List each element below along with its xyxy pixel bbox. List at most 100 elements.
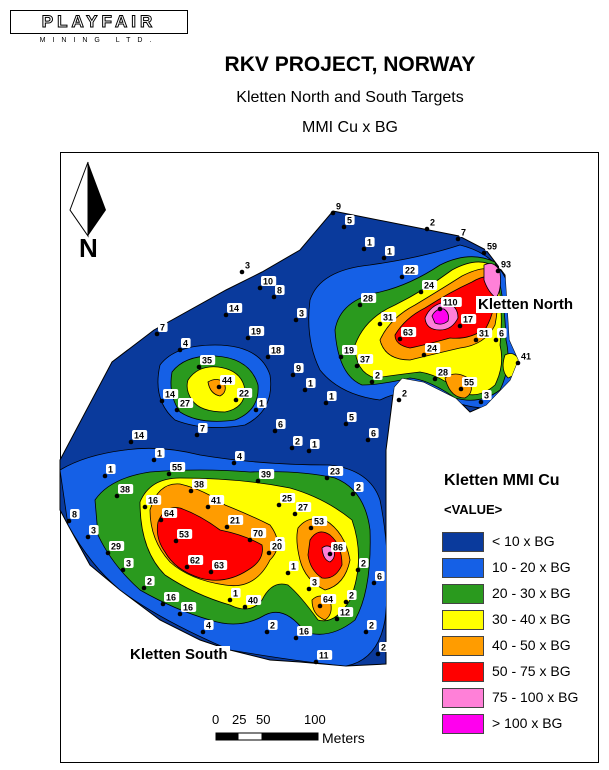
sample-value-label: 110 xyxy=(443,298,458,308)
sample-point: 18 xyxy=(265,345,285,360)
sample-dot xyxy=(85,534,91,540)
sample-dot xyxy=(313,659,319,665)
sample-label-bg xyxy=(170,462,186,472)
sample-point: 16 xyxy=(142,495,162,510)
sample-dot xyxy=(418,289,424,295)
sample-label-bg xyxy=(497,328,507,338)
sample-point: 2 xyxy=(424,217,438,232)
sample-dot xyxy=(247,537,253,543)
sample-label-bg xyxy=(163,389,179,399)
sample-label-bg xyxy=(400,388,410,398)
sample-value-label: 55 xyxy=(464,378,474,388)
sample-dot xyxy=(481,250,487,256)
sample-label-bg xyxy=(145,576,155,586)
sample-dot xyxy=(371,580,377,586)
sample-point: 2 xyxy=(264,620,278,635)
sample-label-bg xyxy=(354,482,364,492)
sample-point: 2 xyxy=(363,620,377,635)
sample-label-bg xyxy=(310,577,320,587)
sample-value-label: 20 xyxy=(272,542,282,552)
sample-dot xyxy=(354,363,360,369)
sample-point: 27 xyxy=(292,502,312,517)
sample-label-bg xyxy=(106,464,116,474)
sample-value-label: 63 xyxy=(403,328,413,338)
sample-point: 7 xyxy=(194,423,208,438)
sample-label-bg xyxy=(155,448,165,458)
sample-value-label: 2 xyxy=(356,483,361,493)
sample-label-bg xyxy=(181,338,191,348)
sample-dot xyxy=(264,629,270,635)
sample-point: 8 xyxy=(271,285,285,300)
sample-dot xyxy=(177,611,183,617)
sample-point: 2 xyxy=(369,370,383,385)
logo-name: PLAYFAIR xyxy=(41,12,157,32)
sample-dot xyxy=(458,386,464,392)
sample-point: 14 xyxy=(159,389,179,404)
scale-bar xyxy=(215,732,319,741)
sample-point: 6 xyxy=(272,419,286,434)
sample-label-bg xyxy=(441,297,462,307)
sample-label-bg xyxy=(243,260,253,270)
sample-value-label: 1 xyxy=(259,399,264,409)
sample-dot xyxy=(231,460,237,466)
sample-label-bg xyxy=(385,246,395,256)
sample-dot xyxy=(66,518,72,524)
sample-value-label: 28 xyxy=(438,368,448,378)
sample-point: 41 xyxy=(205,495,225,510)
sample-point: 53 xyxy=(308,516,328,531)
sample-value-label: 14 xyxy=(134,431,144,441)
sample-dot xyxy=(257,285,263,291)
sample-dot xyxy=(245,335,251,341)
sample-point: 21 xyxy=(224,515,244,530)
sample-point: 7 xyxy=(455,227,469,242)
sample-label-bg xyxy=(422,280,438,290)
sample-dot xyxy=(306,448,312,454)
sample-point: 3 xyxy=(85,525,99,540)
sample-value-label: 2 xyxy=(270,621,275,631)
sample-label-bg xyxy=(296,502,312,512)
sample-point: 25 xyxy=(276,493,296,508)
sample-dot xyxy=(290,372,296,378)
sample-point: 24 xyxy=(418,280,438,295)
sample-value-label: 8 xyxy=(72,510,77,520)
sample-dot xyxy=(317,603,323,609)
sample-value-label: 28 xyxy=(363,294,373,304)
sample-value-label: 3 xyxy=(312,578,317,588)
sample-point: 3 xyxy=(293,308,307,323)
sample-label-bg xyxy=(331,542,347,552)
sample-label-bg xyxy=(306,378,316,388)
sample-dot xyxy=(306,586,312,592)
sample-dot xyxy=(338,354,344,360)
sample-value-label: 19 xyxy=(344,346,354,356)
sample-dot xyxy=(216,384,222,390)
sample-value-label: 7 xyxy=(160,323,165,333)
sample-value-label: 63 xyxy=(214,561,224,571)
sample-value-label: 7 xyxy=(200,424,205,434)
sample-point: 24 xyxy=(421,343,441,358)
sample-label-bg xyxy=(379,642,389,652)
sample-value-label: 29 xyxy=(111,542,121,552)
sample-value-label: 16 xyxy=(183,603,193,613)
legend-label: 20 - 30 x BG xyxy=(492,585,571,601)
sample-dot xyxy=(308,525,314,531)
sample-value-label: 3 xyxy=(91,526,96,536)
sample-value-label: 3 xyxy=(299,309,304,319)
sample-label-bg xyxy=(192,479,208,489)
sample-dot xyxy=(293,635,299,641)
sample-value-label: 21 xyxy=(230,516,240,526)
sample-label-bg xyxy=(289,561,299,571)
sample-dot xyxy=(128,439,134,445)
sample-point: 11 xyxy=(313,650,333,665)
sample-value-label: 2 xyxy=(349,591,354,601)
sample-value-label: 38 xyxy=(194,480,204,490)
sample-value-label: 38 xyxy=(120,485,130,495)
sample-label-bg xyxy=(367,620,377,630)
sample-value-label: 16 xyxy=(299,627,309,637)
sample-point: 29 xyxy=(105,541,125,556)
sample-dot xyxy=(159,398,165,404)
sample-label-bg xyxy=(381,312,397,322)
sample-label-bg xyxy=(293,436,303,446)
sample-value-label: 53 xyxy=(314,517,324,527)
sample-dot xyxy=(265,354,271,360)
sample-point: 2 xyxy=(355,558,369,573)
